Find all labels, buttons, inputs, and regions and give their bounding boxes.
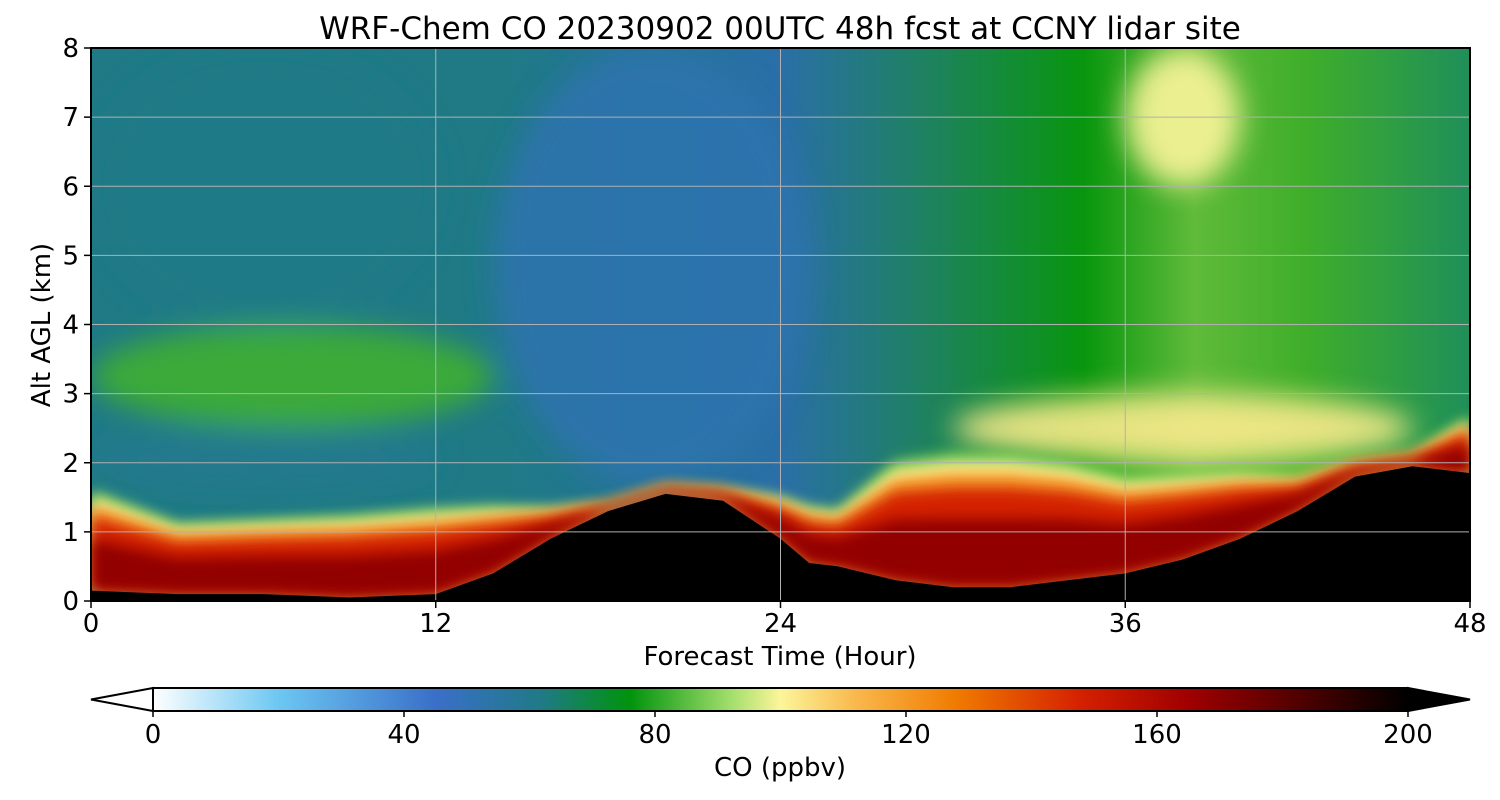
co-region-3 — [91, 428, 436, 491]
colorbar-body — [153, 688, 1408, 711]
colorbar-ticks: 0 40 80 120 160 200 — [145, 711, 1433, 750]
co-region-4 — [493, 48, 810, 484]
x-axis-label: Forecast Time (Hour) — [643, 642, 916, 672]
x-tick-label: 24 — [764, 609, 797, 639]
colorbar-tick-label: 0 — [145, 720, 162, 750]
y-tick-label: 0 — [62, 587, 79, 617]
colorbar-tick-label: 40 — [387, 720, 420, 750]
colorbar-tick-label: 120 — [881, 720, 931, 750]
y-tick-label: 4 — [62, 311, 79, 341]
colorbar: 0 40 80 120 160 200 CO (ppbv) — [90, 686, 1471, 783]
x-tick-label: 48 — [1453, 609, 1486, 639]
colorbar-label: CO (ppbv) — [714, 753, 846, 783]
colorbar-extend-high — [1407, 686, 1471, 713]
y-tick-label: 2 — [62, 449, 79, 479]
y-tick-label: 3 — [62, 380, 79, 410]
plot-area — [91, 48, 1470, 601]
colorbar-tick-label: 200 — [1383, 720, 1433, 750]
co-region-2 — [91, 324, 494, 429]
y-tick-label: 7 — [62, 103, 79, 133]
colorbar-frame — [152, 687, 1409, 712]
y-axis-ticks: 0 1 2 3 4 5 6 7 8 — [62, 34, 91, 617]
x-tick-label: 36 — [1109, 609, 1142, 639]
chart-title: WRF-Chem CO 20230902 00UTC 48h fcst at C… — [319, 11, 1241, 47]
x-axis-ticks: 0 12 24 36 48 — [83, 601, 1487, 639]
y-tick-label: 8 — [62, 34, 79, 64]
colorbar-tick-label: 160 — [1132, 720, 1182, 750]
y-tick-label: 1 — [62, 518, 79, 548]
x-tick-label: 0 — [83, 609, 100, 639]
grid-lines — [91, 48, 1470, 601]
y-axis-label: Alt AGL (km) — [27, 243, 57, 407]
co-region-6 — [952, 393, 1413, 463]
y-tick-label: 5 — [62, 241, 79, 271]
y-tick-label: 6 — [62, 172, 79, 202]
colorbar-tick-label: 80 — [638, 720, 671, 750]
x-tick-label: 12 — [419, 609, 452, 639]
colorbar-extend-low — [90, 686, 154, 713]
